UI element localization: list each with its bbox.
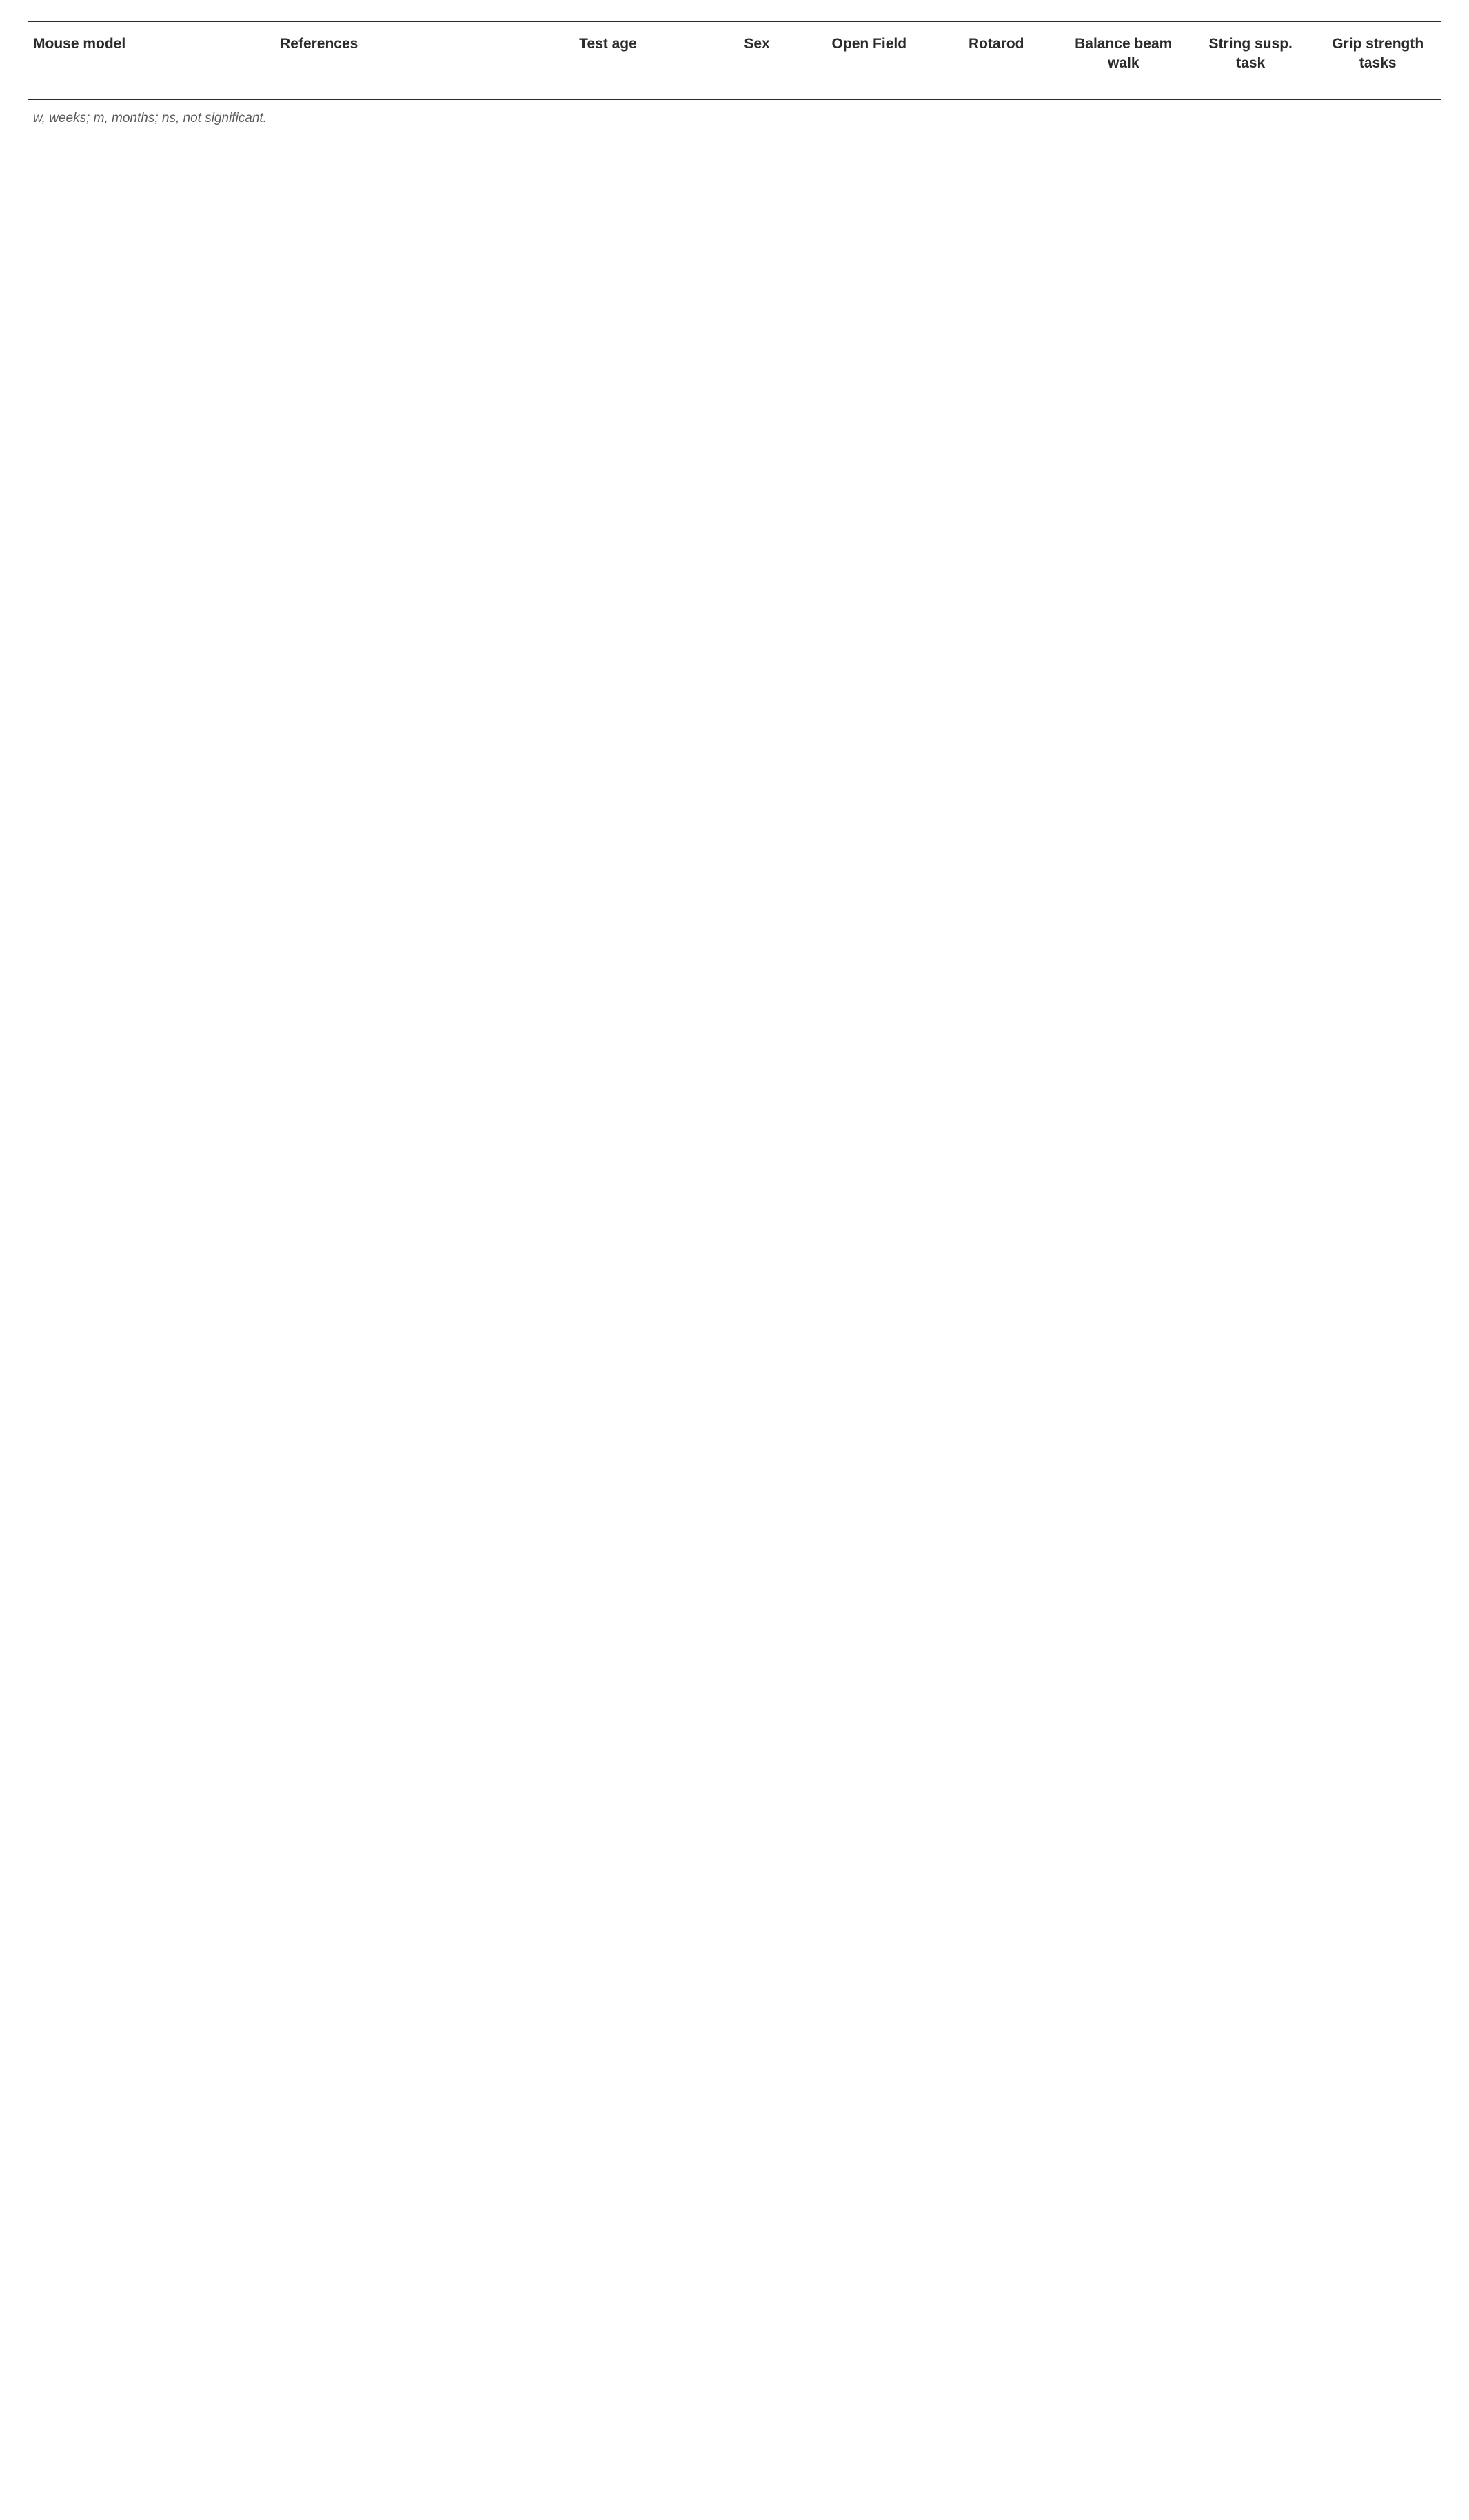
- footnote: w, weeks; m, months; ns, not significant…: [28, 99, 1441, 130]
- summary-table: Mouse model References Test age Sex Open…: [28, 21, 1441, 130]
- col-sex: Sex: [709, 21, 806, 99]
- col-of: Open Field: [806, 21, 933, 99]
- col-age: Test age: [574, 21, 708, 99]
- col-bbw: Balance beam walk: [1060, 21, 1187, 99]
- header-row: Mouse model References Test age Sex Open…: [28, 21, 1441, 99]
- col-rot: Rotarod: [933, 21, 1060, 99]
- col-gst: Grip strength tasks: [1314, 21, 1441, 99]
- col-model: Mouse model: [28, 21, 274, 99]
- col-ref: References: [274, 21, 574, 99]
- col-sst: String susp. task: [1187, 21, 1314, 99]
- page: Mouse model References Test age Sex Open…: [0, 0, 1469, 157]
